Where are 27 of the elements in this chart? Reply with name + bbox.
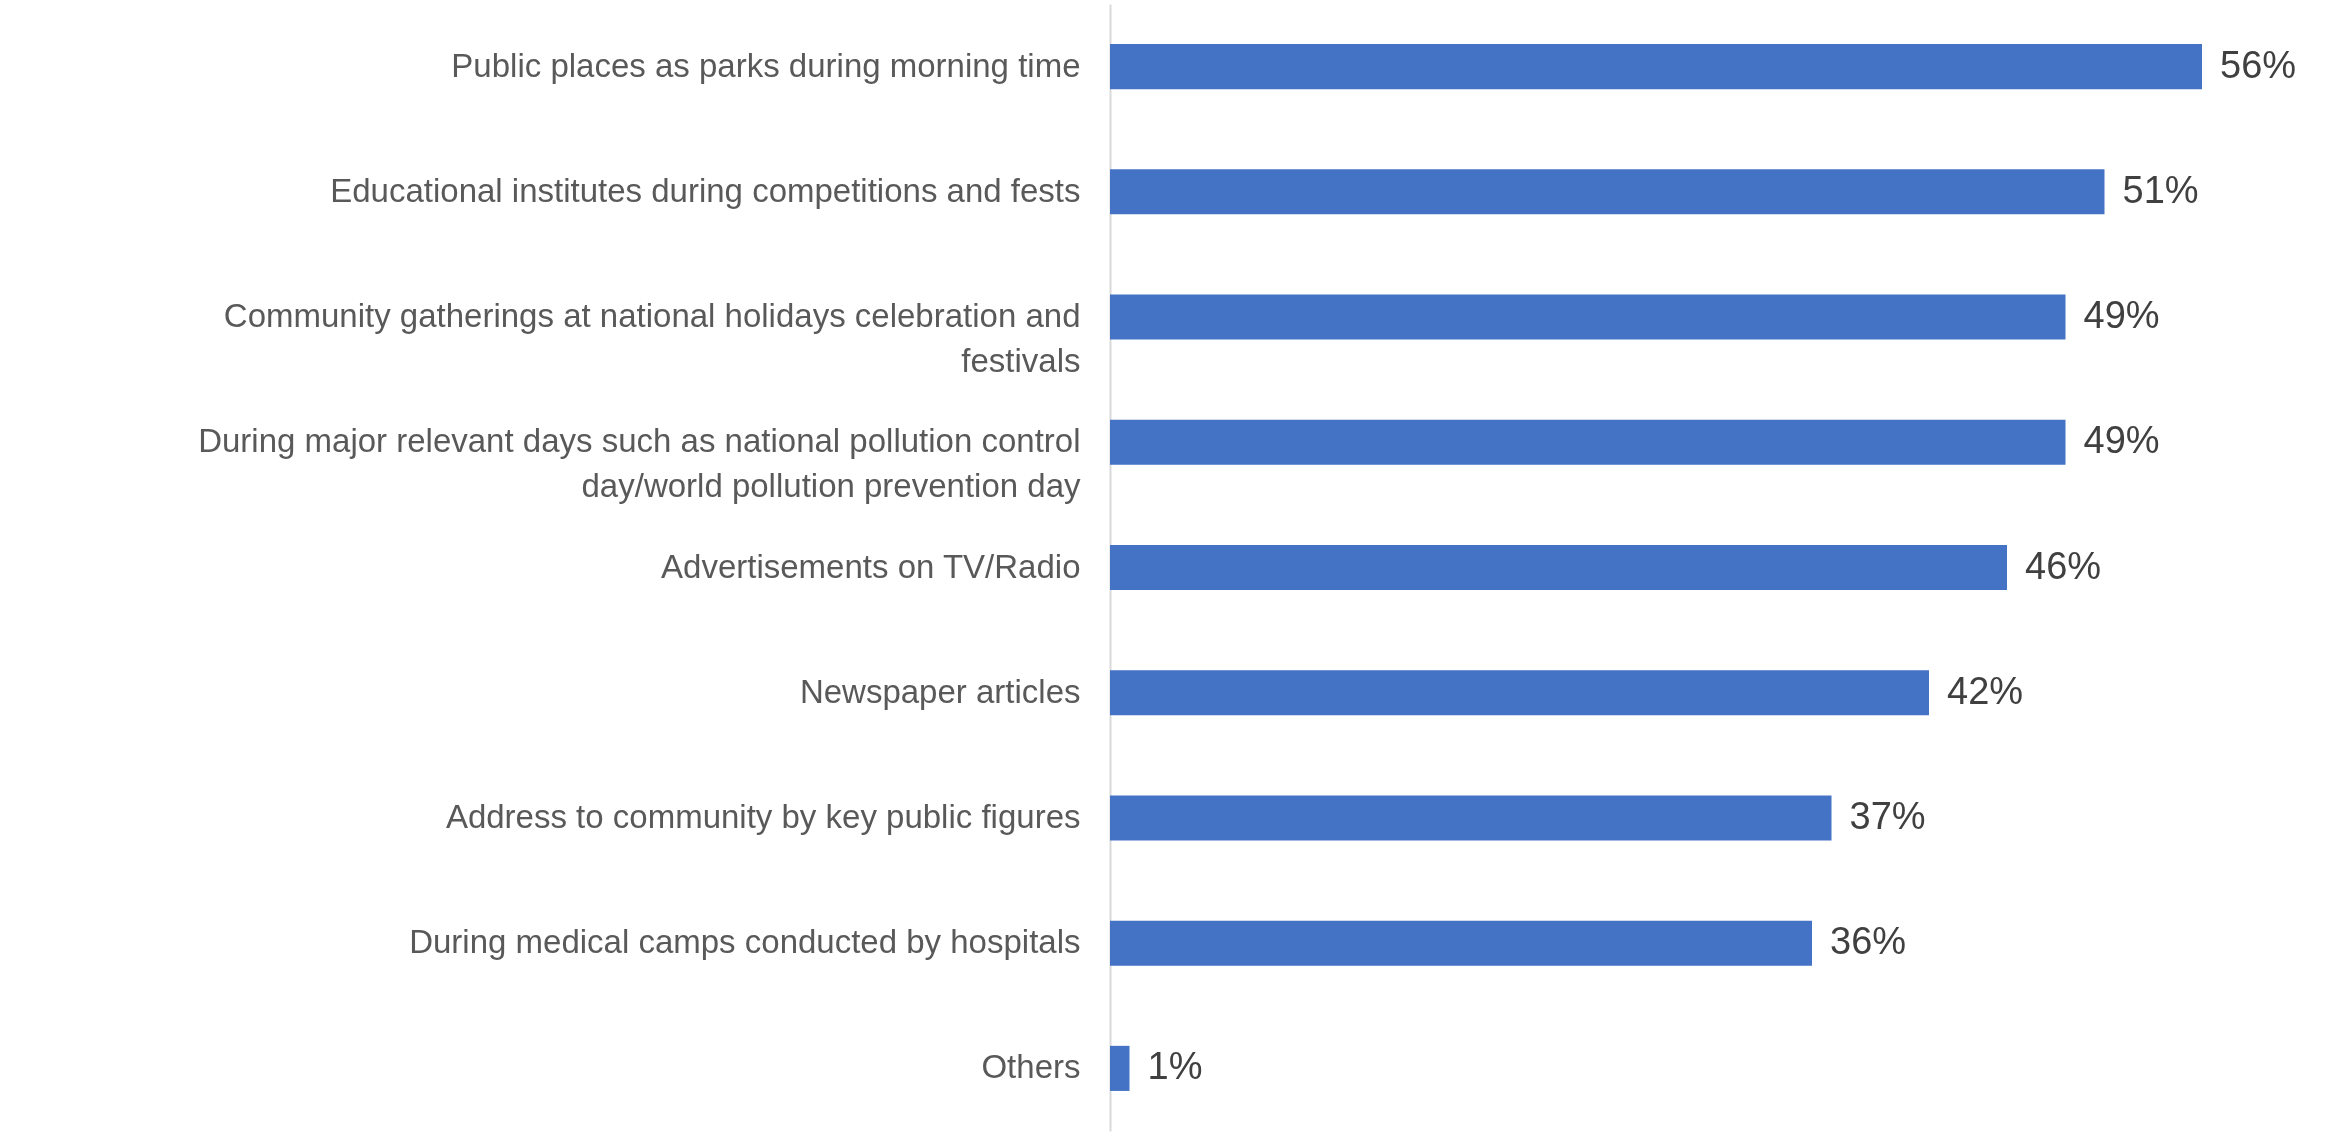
bar bbox=[1110, 44, 2202, 90]
bar bbox=[1110, 670, 1929, 716]
y-tick-label: Address to community by key public figures bbox=[445, 797, 1081, 835]
y-tick-label: Others bbox=[981, 1048, 1081, 1086]
data-label: 49% bbox=[2083, 419, 2160, 462]
y-tick-label: Educational institutes during competitions and fests bbox=[330, 171, 1081, 209]
y-tick-label: Community gatherings at national holidays celebration and festivals bbox=[223, 297, 1081, 380]
bar bbox=[1110, 1045, 1130, 1091]
bar bbox=[1110, 920, 1812, 966]
y-tick-label: During major relevant days such as national pollution control day/world pollution prevention day bbox=[198, 422, 1081, 505]
data-label: 51% bbox=[2122, 168, 2199, 211]
data-label: 37% bbox=[1849, 794, 1926, 837]
y-tick-label: Advertisements on TV/Radio bbox=[661, 547, 1081, 585]
bar bbox=[1110, 294, 2066, 340]
data-label: 46% bbox=[2025, 544, 2102, 587]
bar bbox=[1110, 544, 2007, 591]
y-tick-label: Public places as parks during morning time bbox=[451, 46, 1081, 84]
bar bbox=[1110, 419, 2066, 465]
y-tick-label: Newspaper articles bbox=[799, 672, 1081, 710]
bar bbox=[1110, 795, 1832, 841]
data-label: 49% bbox=[2083, 294, 2160, 337]
data-label: 56% bbox=[2220, 43, 2297, 86]
bar bbox=[1110, 169, 2105, 215]
data-label: 1% bbox=[1147, 1045, 1203, 1088]
data-label: 42% bbox=[1947, 669, 2024, 712]
data-label: 36% bbox=[1830, 920, 1907, 963]
y-tick-label: During medical camps conducted by hospitals bbox=[409, 923, 1081, 961]
